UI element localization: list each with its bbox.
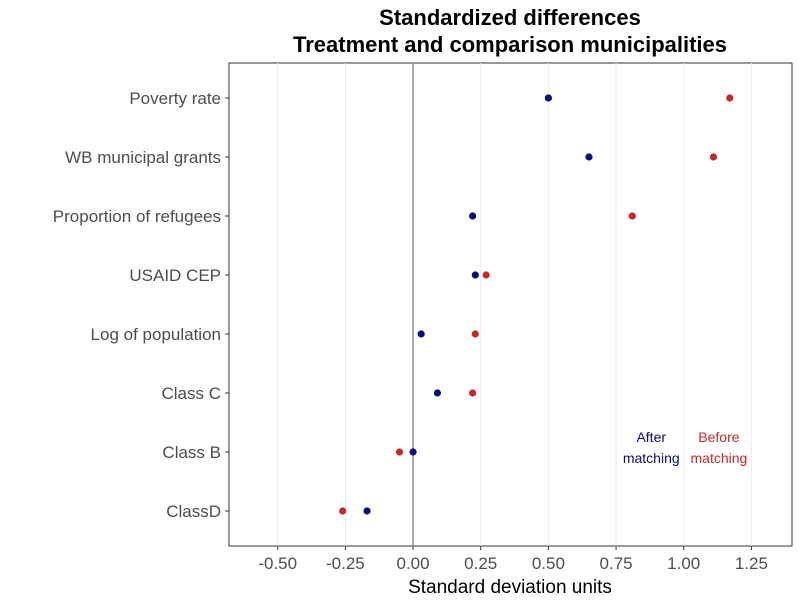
annotation-1-line2: matching (691, 450, 748, 466)
y-tick-label: ClassD (166, 502, 221, 521)
y-tick-label: WB municipal grants (65, 148, 221, 167)
x-tick-label: 0.50 (532, 554, 565, 573)
point-before-5 (469, 389, 477, 397)
point-before-6 (395, 448, 404, 456)
point-after-2 (469, 212, 477, 220)
point-after-3 (471, 271, 479, 279)
x-tick-label: 0.00 (397, 554, 430, 573)
chart-title-line2: Treatment and comparison municipalities (293, 32, 727, 57)
x-axis-label: Standard deviation units (408, 577, 612, 598)
x-tick-label: 1.25 (735, 554, 768, 573)
point-before-1 (709, 153, 718, 161)
plot-panel (228, 62, 793, 547)
point-before-4 (471, 330, 479, 338)
y-tick-label: Poverty rate (129, 89, 221, 108)
annotation-0-line2: matching (623, 450, 680, 466)
point-before-3 (482, 271, 490, 279)
point-before-2 (628, 212, 636, 220)
x-tick-label: 0.75 (600, 554, 633, 573)
y-tick-label: Proportion of refugees (53, 207, 221, 226)
y-tick-label: Log of population (91, 325, 221, 344)
point-after-1 (585, 153, 593, 161)
x-axis: -0.50 -0.25 0.00 0.25 0.50 0.75 1.00 1.25 (258, 546, 768, 573)
x-tick-label: 1.00 (667, 554, 700, 573)
y-tick-label: Class B (162, 443, 221, 462)
points-layer (339, 94, 734, 515)
point-after-5 (433, 389, 442, 397)
x-tick-label: -0.50 (258, 554, 297, 573)
y-tick-label: Class C (161, 384, 221, 403)
y-tick-label: USAID CEP (129, 266, 221, 285)
point-before-7 (339, 507, 347, 515)
annotations-layer: After matching Before matching (623, 429, 747, 466)
x-tick-label: 0.25 (464, 554, 497, 573)
x-tick-label: -0.25 (326, 554, 365, 573)
annotation-0-line1: After (636, 429, 666, 445)
point-after-4 (417, 330, 425, 338)
point-after-0 (544, 94, 552, 102)
chart-title-line1: Standardized differences (379, 5, 641, 30)
point-after-7 (363, 507, 371, 515)
y-axis: Poverty rate WB municipal grants Proportio… (53, 89, 229, 521)
point-before-0 (726, 94, 734, 102)
point-after-6 (409, 448, 417, 456)
annotation-1-line1: Before (698, 429, 739, 445)
